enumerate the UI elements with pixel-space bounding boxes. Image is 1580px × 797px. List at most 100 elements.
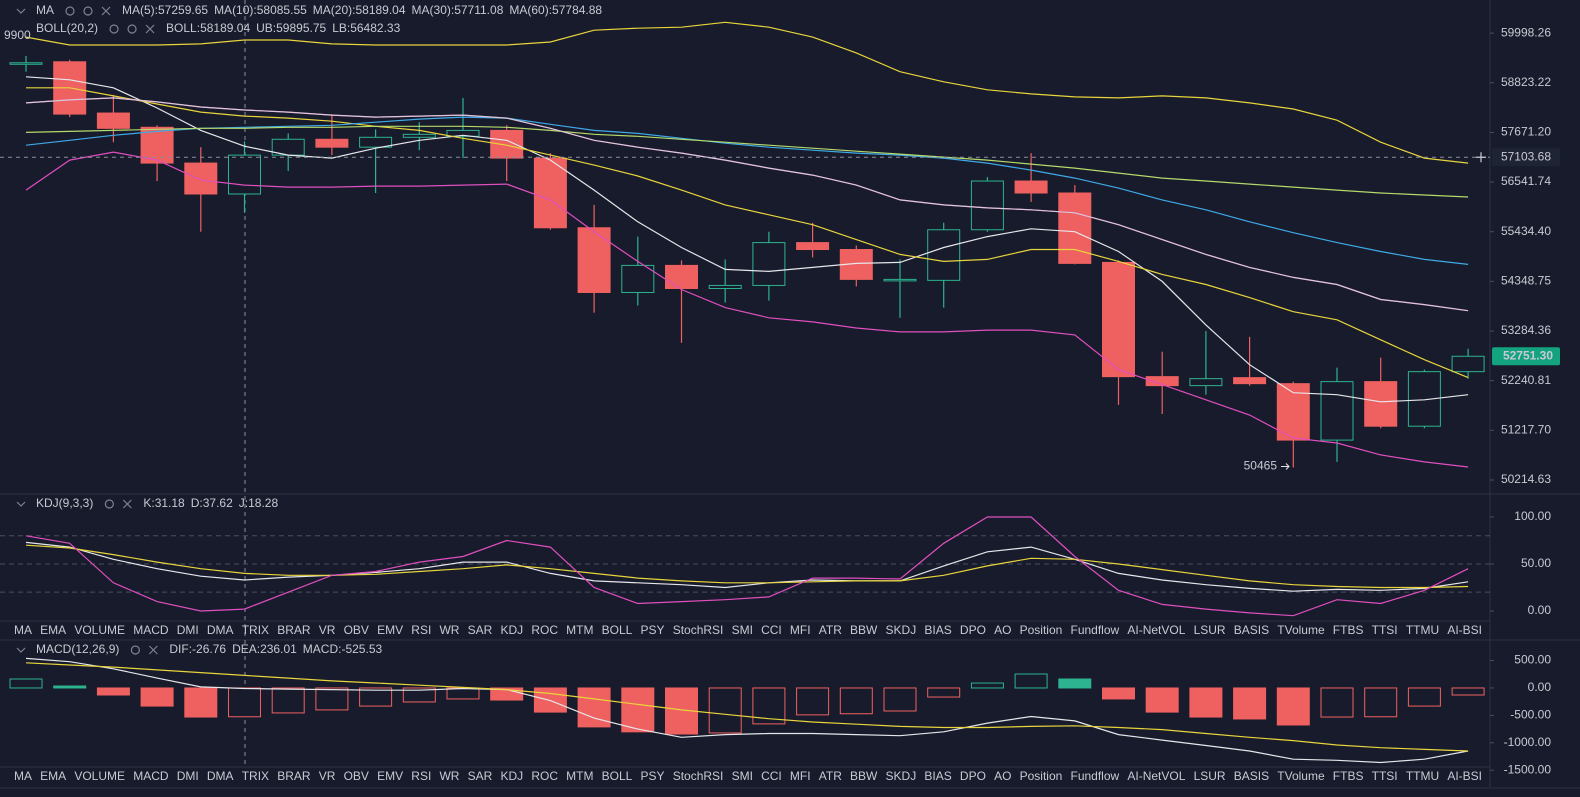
indicator-tab[interactable]: SMI xyxy=(732,623,753,637)
indicator-tab[interactable]: MFI xyxy=(790,769,811,783)
indicator-tab[interactable]: ROC xyxy=(531,623,558,637)
indicator-tab[interactable]: BIAS xyxy=(924,769,951,783)
indicator-tab[interactable]: SAR xyxy=(468,769,493,783)
indicator-tab[interactable]: VOLUME xyxy=(74,769,125,783)
settings-icon[interactable] xyxy=(130,645,140,655)
indicator-title[interactable]: MA xyxy=(36,3,54,17)
indicator-tab[interactable]: DPO xyxy=(960,769,986,783)
indicator-tab[interactable]: CCI xyxy=(761,623,782,637)
indicator-tab[interactable]: MA xyxy=(14,769,32,783)
crosshair-plus[interactable] xyxy=(1476,152,1486,163)
histogram-bar xyxy=(1320,687,1354,718)
close-icon[interactable] xyxy=(101,6,111,16)
indicator-tab[interactable]: ATR xyxy=(819,769,842,783)
indicator-tab[interactable]: BBW xyxy=(850,623,878,637)
indicator-tab[interactable]: OBV xyxy=(344,623,369,637)
indicator-tab[interactable]: OBV xyxy=(344,769,369,783)
collapse-chevron[interactable] xyxy=(16,501,26,507)
visibility-icon[interactable] xyxy=(65,6,75,16)
indicator-tab[interactable]: SAR xyxy=(468,623,493,637)
settings-icon[interactable] xyxy=(104,499,114,509)
indicator-tab[interactable]: LSUR xyxy=(1194,769,1226,783)
indicator-tab[interactable]: TTSI xyxy=(1372,769,1398,783)
indicator-tab[interactable]: FTBS xyxy=(1333,769,1364,783)
indicator-tab[interactable]: DMA xyxy=(207,623,234,637)
indicator-tab[interactable]: BBW xyxy=(850,769,878,783)
indicator-tab[interactable]: VR xyxy=(319,769,336,783)
indicator-tab[interactable]: EMA xyxy=(40,623,66,637)
indicator-title[interactable]: KDJ(9,3,3) xyxy=(36,496,93,510)
indicator-tab[interactable]: DMI xyxy=(177,769,199,783)
indicator-tab[interactable]: KDJ xyxy=(500,623,523,637)
indicator-tab[interactable]: SKDJ xyxy=(886,623,917,637)
indicator-tab[interactable]: VOLUME xyxy=(74,623,125,637)
indicator-tab[interactable]: BOLL xyxy=(602,623,633,637)
indicator-tab[interactable]: CCI xyxy=(761,769,782,783)
indicator-tab[interactable]: MACD xyxy=(133,769,169,783)
indicator-tab[interactable]: AI-BSI xyxy=(1447,769,1482,783)
indicator-tab[interactable]: SKDJ xyxy=(886,769,917,783)
indicator-title[interactable]: MACD(12,26,9) xyxy=(36,642,119,656)
indicator-tab[interactable]: BASIS xyxy=(1234,623,1269,637)
indicator-tab[interactable]: Fundflow xyxy=(1071,623,1120,637)
indicator-tab[interactable]: EMV xyxy=(377,769,403,783)
indicator-tab[interactable]: LSUR xyxy=(1194,623,1226,637)
indicator-tab[interactable]: MTM xyxy=(566,623,593,637)
settings-icon[interactable] xyxy=(127,24,137,34)
histogram-bar xyxy=(1102,687,1135,700)
indicator-tab[interactable]: TTSI xyxy=(1372,623,1398,637)
indicator-tab[interactable]: SMI xyxy=(732,769,753,783)
visibility-icon[interactable] xyxy=(109,24,119,34)
indicator-tab[interactable]: TTMU xyxy=(1406,769,1439,783)
indicator-tab[interactable]: AI-NetVOL xyxy=(1127,623,1185,637)
indicator-tab[interactable]: StochRSI xyxy=(673,769,724,783)
indicator-line xyxy=(25,125,1469,198)
indicator-tab[interactable]: ATR xyxy=(819,623,842,637)
collapse-chevron[interactable] xyxy=(16,8,26,14)
indicator-tab[interactable]: Fundflow xyxy=(1071,769,1120,783)
settings-icon[interactable] xyxy=(83,6,93,16)
collapse-chevron[interactable] xyxy=(16,647,26,653)
indicator-tab[interactable]: TTMU xyxy=(1406,623,1439,637)
indicator-tab[interactable]: TRIX xyxy=(242,623,269,637)
indicator-tab[interactable]: TRIX xyxy=(242,769,269,783)
indicator-tab[interactable]: Position xyxy=(1020,623,1063,637)
close-icon[interactable] xyxy=(145,24,155,34)
indicator-tab[interactable]: BOLL xyxy=(602,769,633,783)
indicator-tab[interactable]: DPO xyxy=(960,623,986,637)
indicator-tab[interactable]: BRAR xyxy=(277,769,311,783)
indicator-tab[interactable]: AO xyxy=(994,769,1011,783)
indicator-tab[interactable]: MA xyxy=(14,623,32,637)
indicator-tab[interactable]: FTBS xyxy=(1333,623,1364,637)
indicator-tab[interactable]: AO xyxy=(994,623,1011,637)
close-icon[interactable] xyxy=(122,499,132,509)
indicator-tab[interactable]: Position xyxy=(1020,769,1063,783)
indicator-tab[interactable]: RSI xyxy=(411,623,431,637)
indicator-tab[interactable]: BRAR xyxy=(277,623,311,637)
close-icon[interactable] xyxy=(148,645,158,655)
indicator-tab[interactable]: EMA xyxy=(40,769,66,783)
indicator-tab[interactable]: WR xyxy=(439,769,459,783)
candle-body xyxy=(96,112,130,129)
indicator-tab[interactable]: TVolume xyxy=(1277,623,1325,637)
indicator-tab[interactable]: MACD xyxy=(133,623,169,637)
indicator-tab[interactable]: MTM xyxy=(566,769,593,783)
indicator-tab[interactable]: MFI xyxy=(790,623,811,637)
indicator-tab[interactable]: WR xyxy=(439,623,459,637)
indicator-tab[interactable]: AI-NetVOL xyxy=(1127,769,1185,783)
indicator-tab[interactable]: BIAS xyxy=(924,623,951,637)
indicator-tab[interactable]: RSI xyxy=(411,769,431,783)
indicator-tab[interactable]: StochRSI xyxy=(673,623,724,637)
indicator-tab[interactable]: PSY xyxy=(641,623,665,637)
indicator-tab[interactable]: TVolume xyxy=(1277,769,1325,783)
indicator-tab[interactable]: DMA xyxy=(207,769,234,783)
indicator-tab[interactable]: EMV xyxy=(377,623,403,637)
indicator-title[interactable]: BOLL(20,2) xyxy=(36,21,98,35)
indicator-tab[interactable]: ROC xyxy=(531,769,558,783)
indicator-tab[interactable]: DMI xyxy=(177,623,199,637)
indicator-tab[interactable]: VR xyxy=(319,623,336,637)
indicator-tab[interactable]: KDJ xyxy=(500,769,523,783)
indicator-tab[interactable]: AI-BSI xyxy=(1447,623,1482,637)
indicator-tab[interactable]: PSY xyxy=(641,769,665,783)
indicator-tab[interactable]: BASIS xyxy=(1234,769,1269,783)
